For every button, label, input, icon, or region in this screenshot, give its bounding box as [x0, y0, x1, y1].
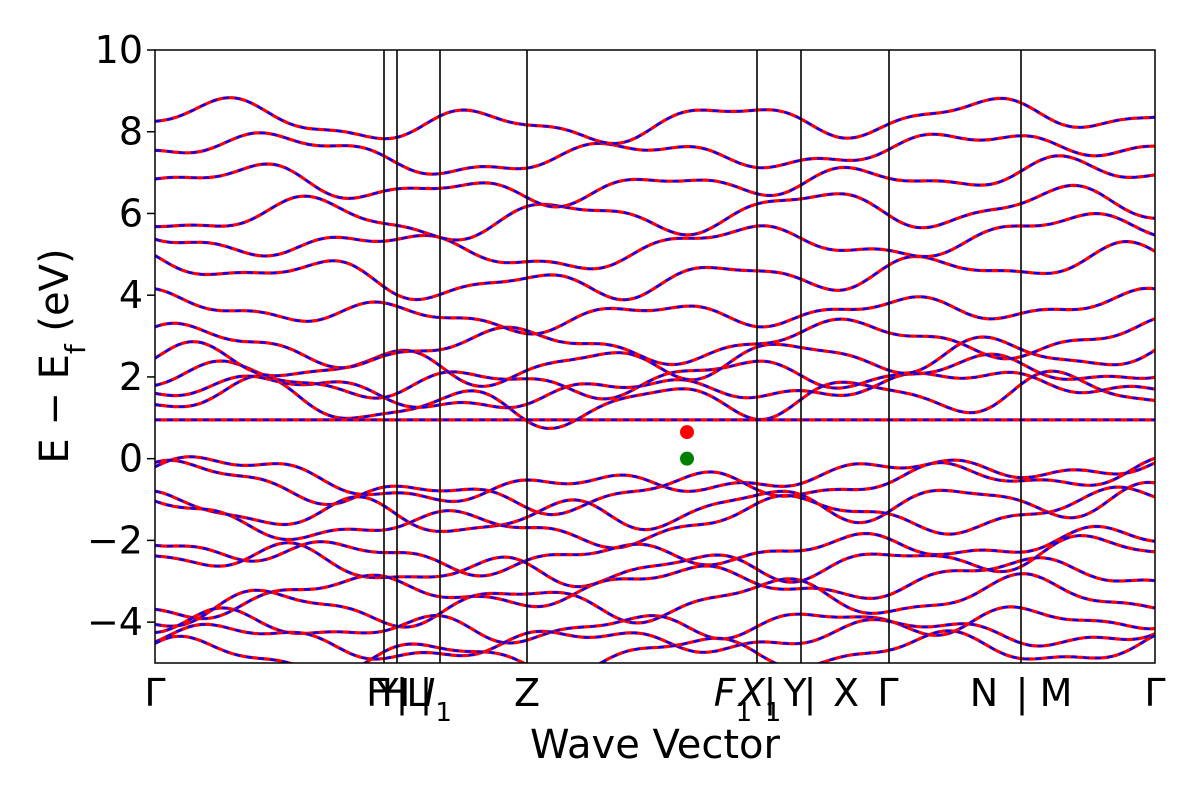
conduction-band-up	[155, 96, 1155, 146]
y-tick-label: 4	[119, 273, 143, 317]
cbm-marker	[680, 425, 694, 440]
kpath-label-main: X	[737, 671, 766, 715]
kpath-label-main: L	[406, 671, 427, 715]
kpath-label-main: Y	[374, 671, 399, 715]
conduction-band-down	[155, 317, 1155, 369]
kpath-label: F1	[714, 671, 752, 728]
conduction-band-down	[155, 184, 1155, 242]
kpath-label-main: |	[396, 671, 409, 716]
kpath-label: I1	[424, 671, 452, 728]
y-tick-label: 10	[95, 28, 143, 72]
kpath-label: |	[764, 671, 777, 716]
conduction-band-down	[155, 212, 1155, 270]
y-tick-label: −2	[87, 518, 143, 562]
kpath-label-main: I	[424, 671, 435, 715]
valence-band-down	[155, 556, 1155, 620]
y-tick-label: 8	[119, 110, 143, 154]
kpath-label: Z	[514, 671, 540, 715]
kpath-label: |	[420, 671, 433, 716]
kpath-label-main: |	[420, 671, 433, 716]
conduction-band-down	[155, 287, 1155, 336]
kpath-label-main: Y	[782, 671, 807, 715]
kpath-label-main: Γ	[144, 671, 165, 715]
kpath-label-main: |	[1016, 671, 1029, 716]
kpath-label: Y	[782, 671, 807, 715]
kpath-label: N	[970, 671, 998, 715]
valence-band-down	[155, 455, 1155, 503]
high-symmetry-lines	[383, 50, 1022, 663]
y-tick-label: 0	[119, 437, 143, 481]
kpath-label-main: F	[714, 671, 737, 715]
valence-band-up	[155, 605, 1155, 645]
plot-area	[154, 49, 1156, 664]
kpath-label-main: Γ	[1144, 671, 1165, 715]
kpath-label: X1	[737, 671, 782, 728]
kpath-label-subscript: 1	[435, 698, 452, 728]
valence-band-down	[155, 525, 1155, 578]
kpath-label: X	[833, 671, 859, 715]
y-axis-title-main: E − E	[32, 354, 78, 464]
kpath-label: Γ	[1144, 671, 1165, 715]
conduction-band-down	[155, 154, 1155, 209]
kpath-label-main: N	[970, 671, 998, 715]
vbm-marker	[680, 451, 694, 466]
valence-band-down	[155, 618, 1155, 661]
conduction-band-down	[155, 369, 1155, 430]
conduction-band-down	[155, 240, 1155, 302]
kpath-label-main: F	[366, 671, 388, 715]
x-axis-title: Wave Vector	[530, 722, 781, 768]
kpath-label-main: M	[1040, 671, 1073, 715]
kpath-label-main: X	[833, 671, 859, 715]
kpath-label: Γ	[877, 671, 898, 715]
y-tick-label: −4	[87, 600, 143, 644]
y-tick-label: 6	[119, 191, 143, 235]
y-axis-title-subscript: f	[59, 343, 92, 354]
kpath-label-subscript: 1	[736, 698, 753, 728]
valence-band-down	[155, 481, 1155, 533]
kpath-label: |	[1016, 671, 1029, 716]
kpath-label: |	[396, 671, 409, 716]
kpath-label-subscript: 1	[765, 698, 782, 728]
conduction-band-down	[155, 335, 1155, 388]
valence-band-down	[155, 485, 1155, 550]
kpath-label: L	[406, 671, 427, 715]
band-edge-markers	[680, 425, 694, 466]
conduction-band-down	[155, 131, 1155, 176]
plot-frame	[154, 49, 1156, 664]
kpath-label-main: Z	[514, 671, 540, 715]
y-axis-ticks: −4 −2 0 2 4 6 8 10	[87, 28, 155, 644]
valence-band-up	[155, 629, 1155, 663]
kpath-label: Y	[374, 671, 399, 715]
kpath-label-main: |	[764, 671, 777, 716]
y-tick-label: 2	[119, 355, 143, 399]
kpath-label: H	[382, 671, 411, 715]
kpath-label: M	[1040, 671, 1073, 715]
kpath-label: |	[804, 671, 817, 716]
bands-group	[155, 96, 1155, 663]
kpath-label-main: Γ	[877, 671, 898, 715]
kpath-label-main: |	[804, 671, 817, 716]
kpath-label-main: H	[382, 671, 411, 715]
valence-band-down	[155, 457, 1155, 516]
kpath-label: Γ	[144, 671, 165, 715]
y-axis-title-unit: (eV)	[32, 248, 78, 344]
y-axis-title: E − Ef (eV)	[32, 248, 92, 463]
valence-band-down	[155, 572, 1155, 629]
kpath-label: F	[366, 671, 388, 715]
